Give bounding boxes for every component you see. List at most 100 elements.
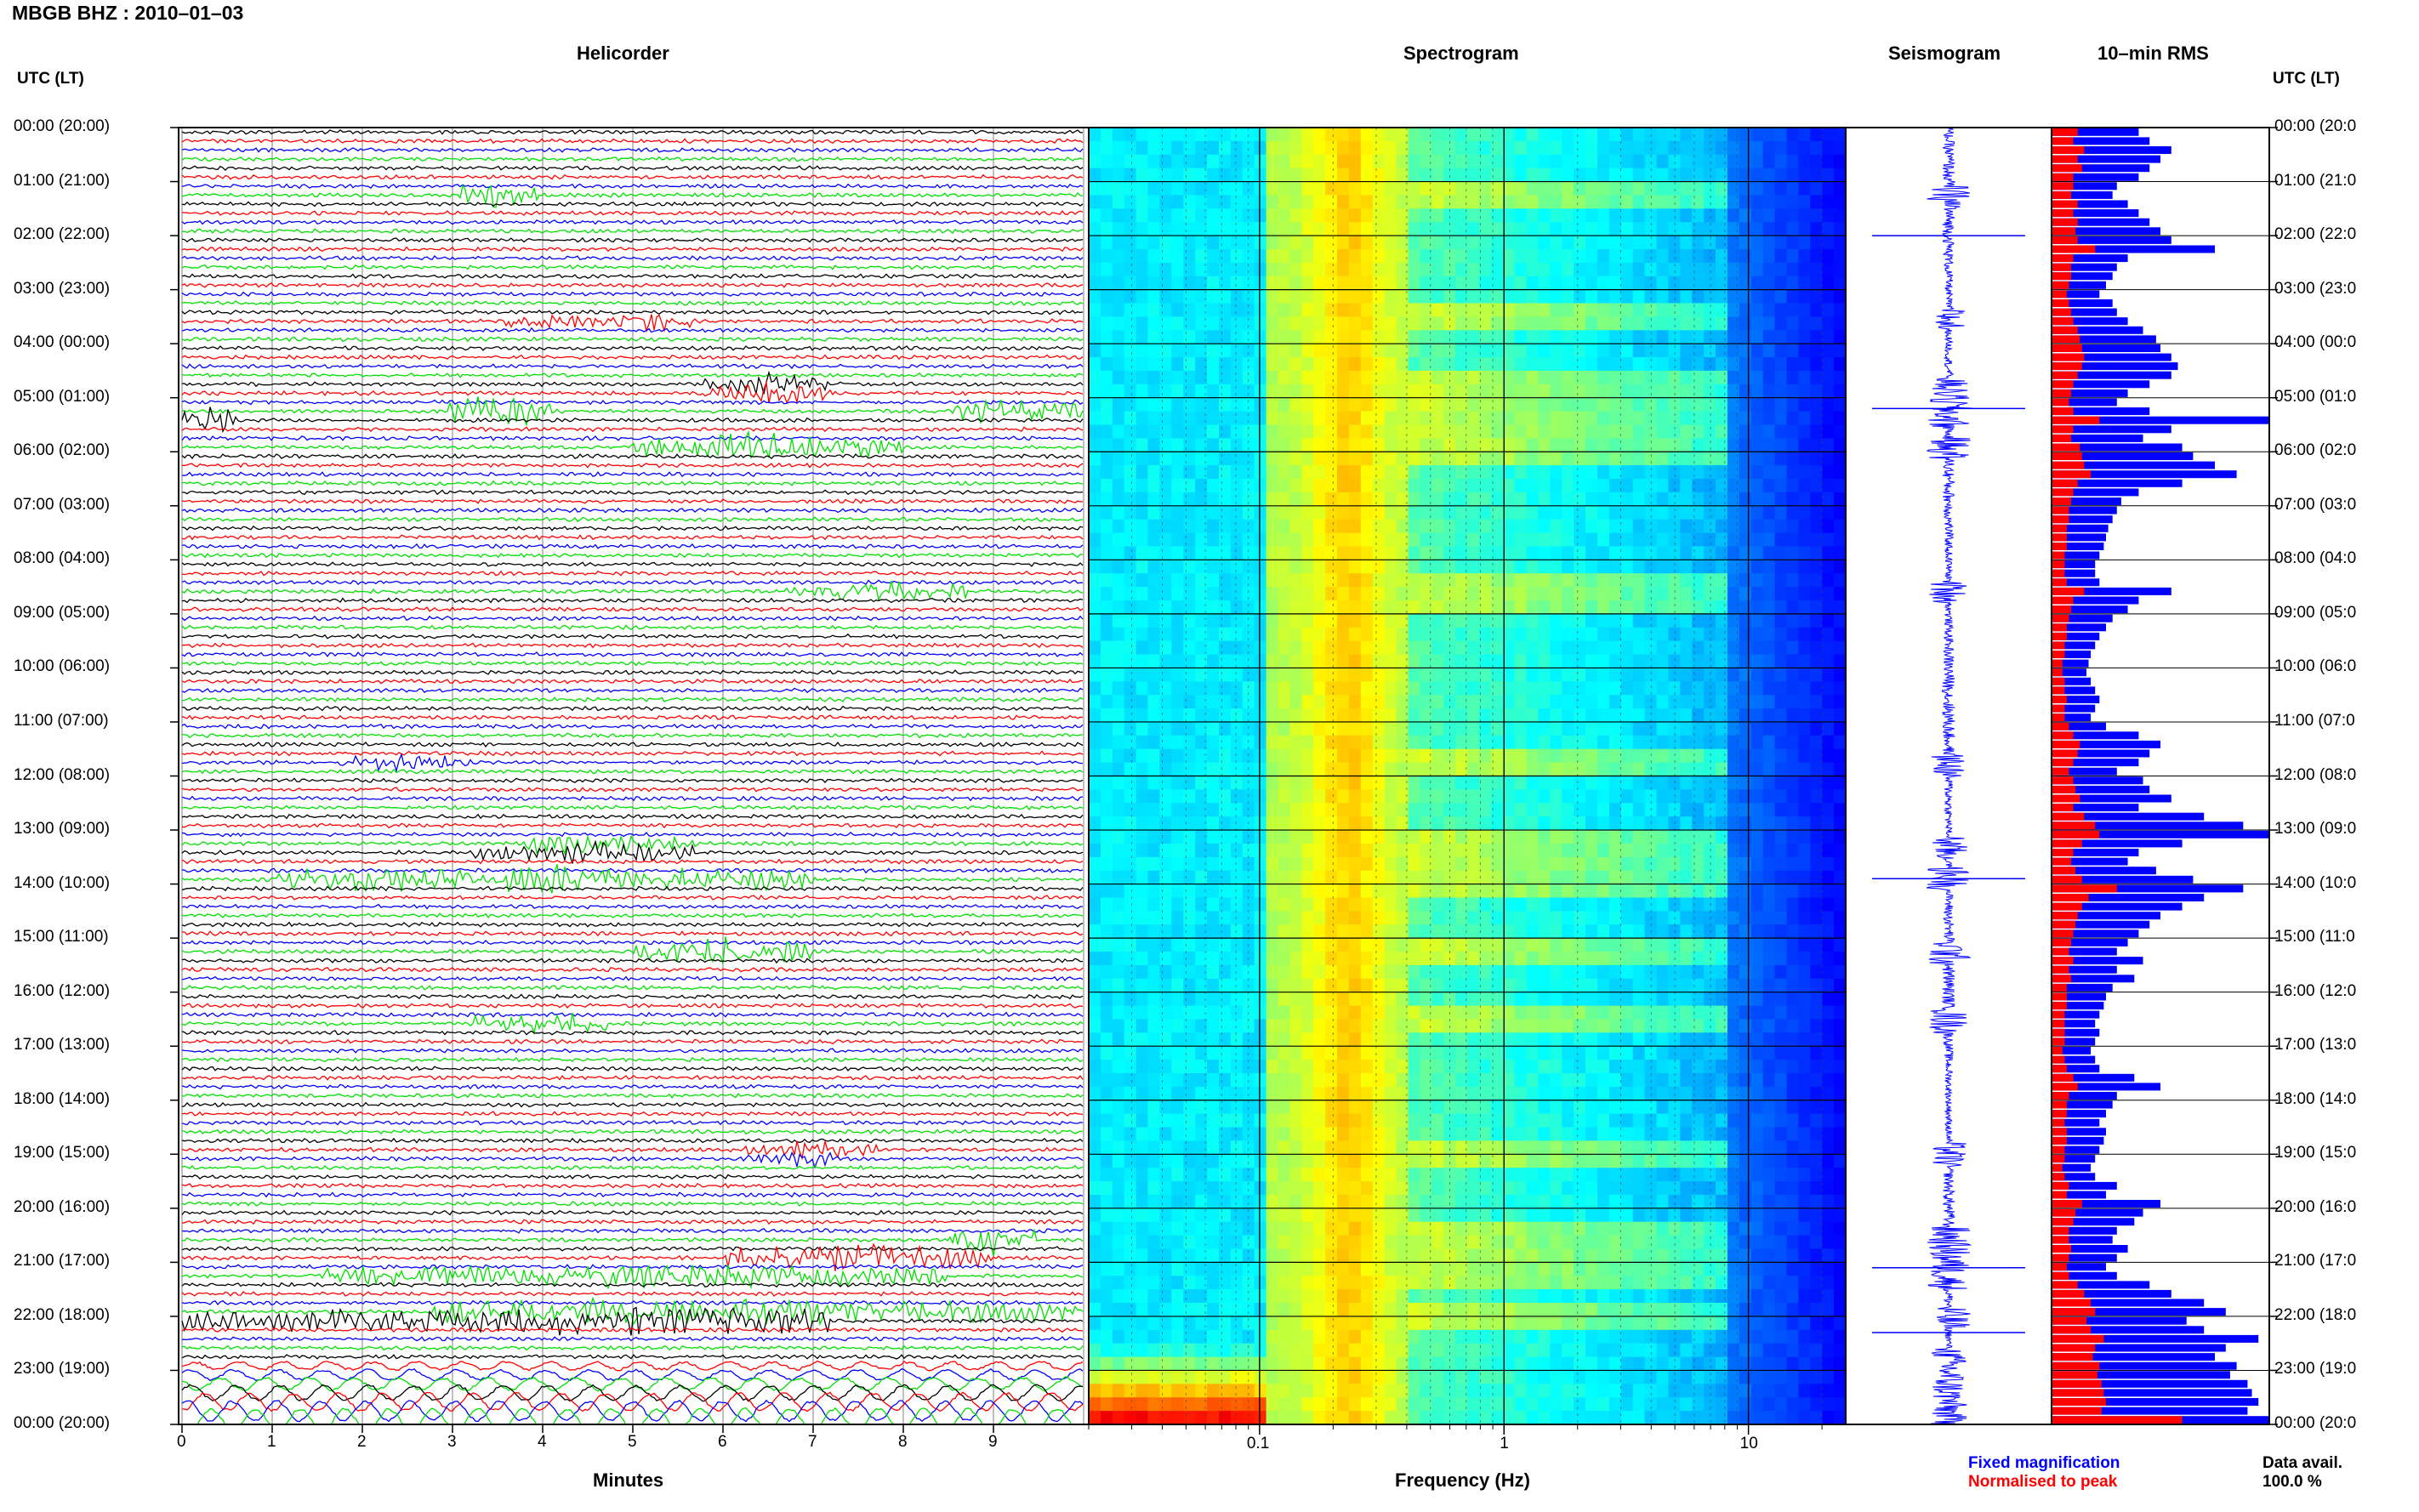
spectrogram-cell [1608,397,1622,412]
spectrogram-cell [1608,938,1622,952]
spectrogram-cell [1183,452,1196,466]
spectrogram-cell [1562,789,1574,804]
spectrogram-cell [1420,1032,1432,1047]
spectrogram-cell [1608,492,1622,507]
spectrogram-cell [1550,1113,1562,1128]
spectrogram-cell [1822,1086,1835,1101]
spectrogram-cell [1608,465,1622,480]
spectrogram-cell [1420,1005,1432,1020]
spectrogram-cell [1680,357,1693,372]
spectrogram-cell [1656,938,1669,952]
spectrogram-cell [1278,708,1290,723]
spectrogram-cell [1822,397,1835,412]
spectrogram-cell [1337,938,1350,952]
spectrogram-cell [1266,397,1279,412]
spectrogram-cell [1313,816,1326,831]
spectrogram-cell [1372,222,1386,236]
spectrogram-cell [1574,978,1586,993]
spectrogram-cell [1431,654,1444,668]
spectrogram-cell [1656,424,1669,439]
spectrogram-cell [1490,897,1504,912]
spectrogram-cell [1242,397,1255,412]
spectrogram-cell [1704,370,1716,385]
spectrogram-cell [1798,830,1811,844]
spectrogram-cell [1183,1100,1196,1115]
spectrogram-cell [1301,1073,1314,1088]
helicorder-trace-line [181,309,1084,315]
spectrogram-cell [1254,236,1267,250]
spectrogram-cell [1242,438,1255,452]
spectrogram-cell [1455,128,1468,142]
spectrogram-cell [1716,208,1728,223]
spectrogram-cell [1810,803,1823,817]
spectrogram-cell [1348,357,1362,372]
spectrogram-cell [1632,560,1646,574]
spectrogram-cell [1396,573,1409,588]
spectrogram-cell [1183,289,1196,304]
spectrogram-cell [1526,952,1539,966]
spectrogram-cell [1822,600,1835,615]
spectrogram-cell [1562,397,1574,412]
spectrogram-cell [1834,140,1847,156]
spectrogram-cell [1774,222,1788,236]
spectrogram-cell [1313,344,1326,358]
spectrogram-cell [1278,1086,1290,1101]
spectrogram-cell [1550,695,1562,709]
spectrogram-cell [1431,681,1444,696]
spectrogram-cell [1254,600,1267,615]
spectrogram-cell [1171,762,1184,777]
spectrogram-cell [1289,397,1302,412]
spectrogram-cell [1608,370,1622,385]
spectrogram-cell [1834,952,1847,966]
spectrogram-cell [1716,762,1728,777]
spectrogram-cell [1692,140,1705,156]
spectrogram-cell [1798,1127,1811,1141]
spectrogram-cell [1100,546,1113,560]
spectrogram-cell [1207,236,1220,250]
spectrogram-cell [1443,722,1456,736]
spectrogram-cell [1467,546,1480,560]
spectrogram-cell [1195,803,1208,817]
spectrogram-cell [1716,830,1728,844]
spectrogram-cell [1089,303,1101,317]
spectrogram-cell [1360,600,1374,615]
spectrogram-cell [1360,357,1374,372]
spectrogram-cell [1762,384,1776,399]
spectrogram-cell [1396,843,1409,858]
spectrogram-cell [1112,627,1125,642]
spectrogram-cell [1396,654,1409,668]
spectrogram-cell [1278,519,1290,534]
spectrogram-cell [1467,1060,1480,1074]
spectrogram-cell [1384,748,1397,764]
spectrogram-cell [1562,276,1574,291]
spectrogram-cell [1562,762,1574,777]
spectrogram-cell [1207,492,1220,507]
spectrogram-cell [1680,276,1693,291]
spectrogram-cell [1739,249,1752,264]
spectrogram-cell [1467,1113,1480,1128]
spectrogram-cell [1692,128,1705,142]
spectrogram-cell [1348,370,1362,385]
spectrogram-cell [1266,316,1279,331]
spectrogram-cell [1786,884,1799,899]
spectrogram-cell [1798,843,1811,858]
spectrogram-cell [1798,222,1811,236]
spectrogram-cell [1195,236,1208,250]
spectrogram-cell [1171,884,1184,899]
spectrogram-cell [1183,1060,1196,1074]
spectrogram-cell [1834,843,1847,858]
spectrogram-cell [1692,856,1705,872]
spectrogram-cell [1159,195,1172,209]
spectrogram-cell [1396,222,1409,236]
helicorder-trace-line [181,777,1084,784]
spectrogram-cell [1219,654,1232,668]
spectrogram-cell [1360,168,1374,183]
spectrogram-cell [1431,762,1444,777]
spectrogram-cell [1810,1019,1823,1033]
spectrogram-cell [1562,1127,1574,1141]
spectrogram-cell [1112,411,1125,426]
spectrogram-cell [1408,1086,1420,1101]
spectrogram-cell [1230,681,1244,696]
spectrogram-cell [1692,303,1705,317]
spectrogram-cell [1431,289,1444,304]
